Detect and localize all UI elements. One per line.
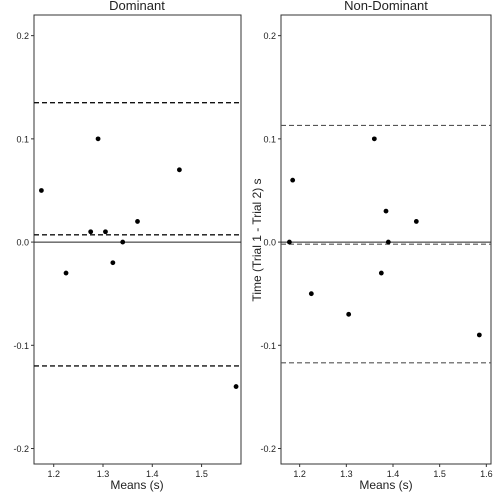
y-tick-label-non-dominant-0: -0.2 bbox=[260, 444, 276, 454]
y-tick-label-non-dominant-3: 0.1 bbox=[263, 134, 276, 144]
data-point-non-dominant-6 bbox=[383, 208, 389, 214]
data-point-non-dominant-3 bbox=[346, 311, 352, 317]
y-tick-label-dominant-3: 0.1 bbox=[16, 134, 29, 144]
data-point-non-dominant-4 bbox=[371, 136, 377, 142]
x-tick-label-non-dominant-4: 1.6 bbox=[480, 469, 493, 479]
data-point-dominant-8 bbox=[176, 167, 182, 173]
x-tick-label-non-dominant-3: 1.5 bbox=[433, 469, 446, 479]
data-point-non-dominant-8 bbox=[413, 219, 419, 224]
x-tick-label-dominant-3: 1.5 bbox=[195, 469, 208, 479]
y-tick-label-dominant-2: 0.0 bbox=[16, 238, 29, 248]
plot-frame-non-dominant bbox=[280, 14, 492, 465]
data-point-non-dominant-1 bbox=[290, 177, 296, 183]
plot-frame-dominant bbox=[33, 14, 242, 465]
y-tick-label-non-dominant-4: 0.2 bbox=[263, 31, 276, 41]
data-point-dominant-7 bbox=[135, 219, 140, 224]
data-point-dominant-2 bbox=[88, 229, 94, 235]
data-point-non-dominant-0 bbox=[287, 239, 292, 245]
y-tick-label-dominant-4: 0.2 bbox=[16, 31, 29, 41]
data-point-non-dominant-2 bbox=[308, 291, 314, 297]
data-point-dominant-1 bbox=[63, 270, 69, 276]
data-point-dominant-0 bbox=[38, 188, 44, 193]
panel-dominant: Dominant -0.2 -0.1 0.0 0.1 0.2 1.2 1.3 1.4 1.5 bbox=[13, 0, 242, 479]
panel-title-dominant: Dominant bbox=[109, 0, 165, 13]
panel-non-dominant: Non-Dominant -0.2 -0.1 0.0 0.1 0.2 1.2 1.3 1.4… bbox=[260, 0, 492, 479]
data-point-dominant-5 bbox=[110, 260, 116, 266]
data-point-dominant-9 bbox=[233, 384, 239, 389]
x-tick-label-non-dominant-2: 1.4 bbox=[387, 469, 400, 479]
y-tick-label-dominant-1: -0.1 bbox=[13, 341, 29, 351]
y-axis-label: Time (Trial 1 - Trial 2) s bbox=[250, 178, 264, 301]
y-tick-label-non-dominant-1: -0.1 bbox=[260, 341, 276, 351]
y-tick-label-dominant-0: -0.2 bbox=[13, 444, 29, 454]
x-tick-label-dominant-2: 1.4 bbox=[146, 469, 159, 479]
x-tick-label-non-dominant-1: 1.3 bbox=[340, 469, 353, 479]
data-point-dominant-3 bbox=[95, 136, 101, 142]
panel-title-non-dominant: Non-Dominant bbox=[344, 0, 428, 13]
data-point-non-dominant-7 bbox=[385, 239, 391, 245]
x-axis-label-non-dominant: Means (s) bbox=[359, 478, 412, 492]
data-point-dominant-6 bbox=[120, 239, 126, 245]
data-point-non-dominant-9 bbox=[476, 332, 482, 338]
data-point-non-dominant-5 bbox=[378, 270, 384, 276]
x-axis-label-dominant: Means (s) bbox=[110, 478, 163, 492]
y-tick-label-non-dominant-2: 0.0 bbox=[263, 238, 276, 248]
x-tick-label-dominant-0: 1.2 bbox=[47, 469, 60, 479]
x-tick-label-dominant-1: 1.3 bbox=[97, 469, 110, 479]
x-tick-label-non-dominant-0: 1.2 bbox=[293, 469, 306, 479]
data-point-dominant-4 bbox=[103, 229, 108, 235]
